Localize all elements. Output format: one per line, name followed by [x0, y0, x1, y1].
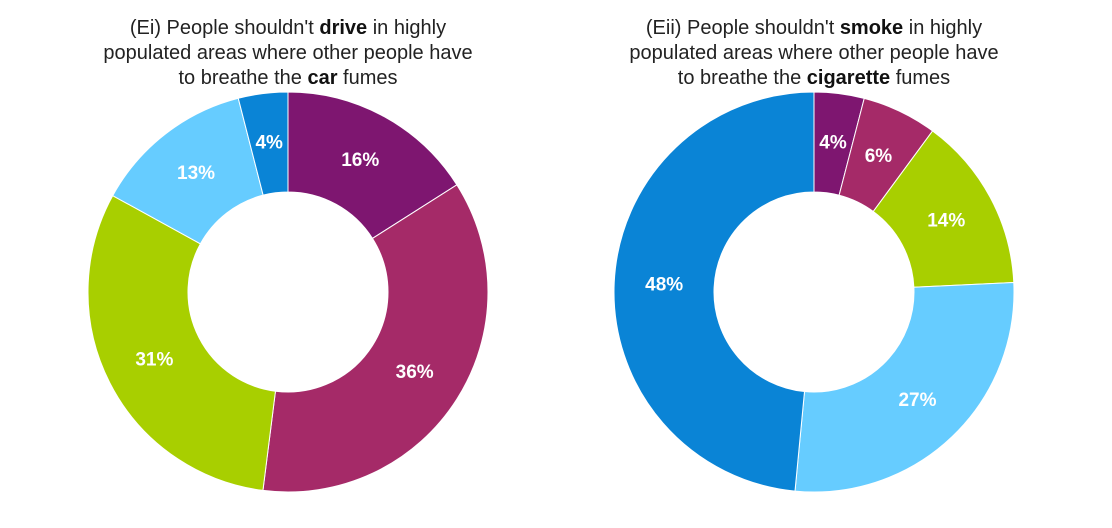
- donut-slice: [613, 91, 815, 492]
- title-text: to breathe the: [178, 67, 308, 89]
- donut-slice: [262, 184, 489, 493]
- donut-slice: [87, 194, 277, 491]
- slice-data-label: 4%: [255, 133, 283, 154]
- slice-data-label: 4%: [819, 133, 847, 154]
- donut-chart-eii: (Eii) People shouldn't smoke in highly po…: [544, 0, 1084, 528]
- title-text: populated areas where other people have: [103, 42, 473, 64]
- title-text: to breathe the: [677, 67, 807, 89]
- slice-data-label: 27%: [898, 390, 936, 411]
- donut-slice: [794, 281, 1015, 493]
- title-text: in highly: [903, 17, 983, 39]
- chart-title: (Eii) People shouldn't smoke in highly po…: [544, 16, 1084, 91]
- donut-chart-svg: 4% 6% 14% 27% 48%: [613, 91, 1015, 493]
- slice-data-label: 16%: [341, 150, 379, 171]
- title-text: (Eii) People shouldn't: [645, 17, 840, 39]
- slice-data-label: 48%: [645, 274, 683, 295]
- title-text: fumes: [890, 67, 951, 89]
- title-text: fumes: [337, 67, 398, 89]
- donut-chart-ei: (Ei) People shouldn't drive in highly pop…: [18, 0, 558, 528]
- slice-data-label: 36%: [396, 362, 434, 383]
- title-text: populated areas where other people have: [629, 42, 999, 64]
- title-emphasis: car: [307, 67, 338, 89]
- title-emphasis: cigarette: [806, 67, 891, 89]
- title-text: (Ei) People shouldn't: [129, 17, 320, 39]
- donut-slice: [287, 91, 458, 240]
- slice-data-label: 6%: [865, 146, 893, 167]
- donut-slice: [237, 91, 289, 196]
- title-emphasis: smoke: [839, 17, 904, 39]
- donut-slice: [872, 130, 1015, 288]
- slice-data-label: 31%: [135, 350, 173, 371]
- slice-data-label: 14%: [927, 211, 965, 232]
- slice-data-label: 13%: [177, 163, 215, 184]
- title-emphasis: drive: [319, 17, 368, 39]
- title-text: in highly: [367, 17, 447, 39]
- chart-title: (Ei) People shouldn't drive in highly pop…: [18, 16, 558, 91]
- donut-chart-svg: 16% 36% 31% 13% 4%: [87, 91, 489, 493]
